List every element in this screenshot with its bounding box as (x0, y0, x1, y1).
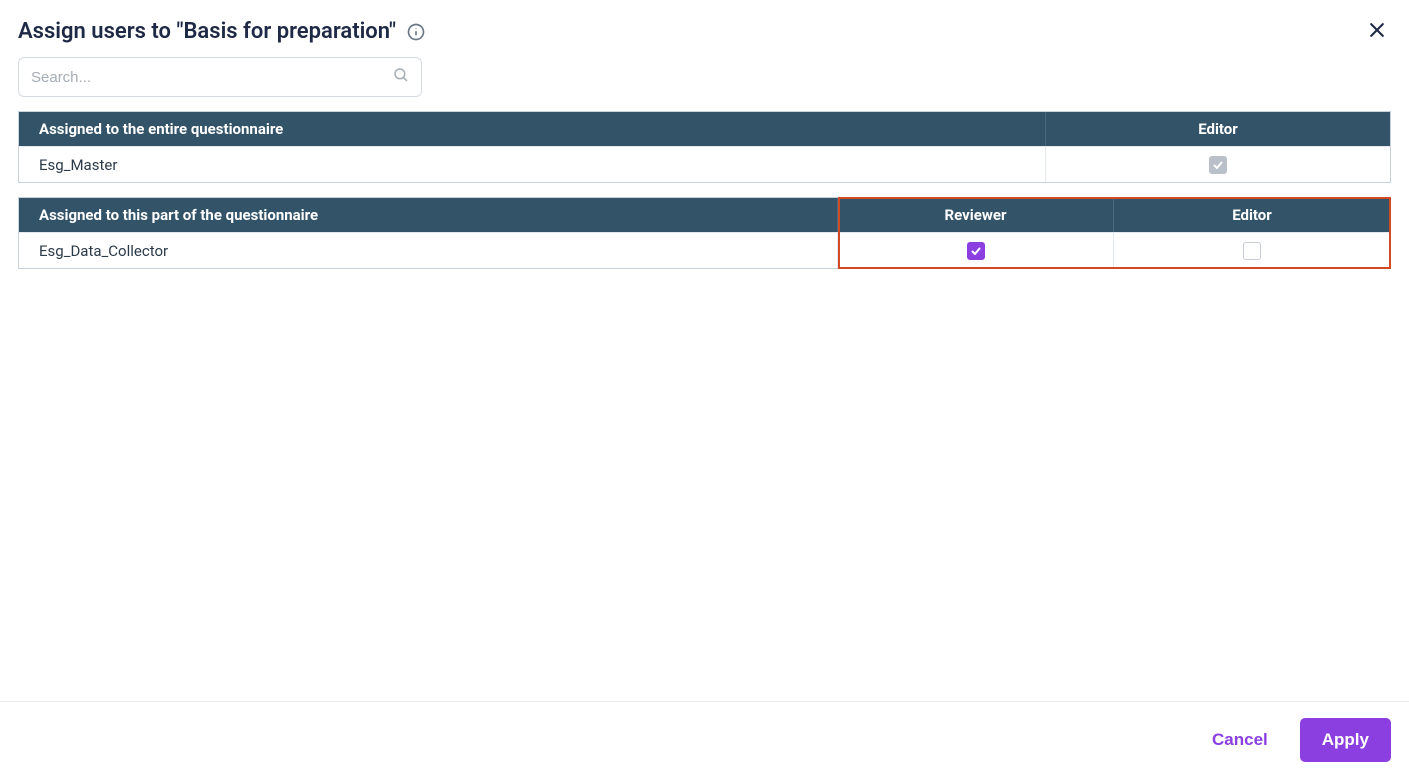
table-row: Esg_Master (19, 146, 1390, 182)
reviewer-checkbox[interactable] (967, 242, 985, 260)
search-input[interactable] (18, 57, 422, 97)
column-header-reviewer: Reviewer (838, 198, 1114, 232)
table-part-wrap: Assigned to this part of the questionnai… (18, 197, 1391, 269)
column-header-editor: Editor (1114, 198, 1390, 232)
dialog-title-wrap: Assign users to "Basis for preparation" (18, 19, 426, 44)
editor-cell (1114, 232, 1390, 268)
table-row: Esg_Data_Collector (19, 232, 1390, 268)
cancel-button[interactable]: Cancel (1200, 720, 1280, 760)
editor-checkbox-disabled-checked (1209, 156, 1227, 174)
info-icon[interactable] (406, 22, 426, 42)
dialog-header: Assign users to "Basis for preparation" (0, 0, 1409, 57)
user-name-cell: Esg_Master (19, 146, 1046, 182)
table-entire-questionnaire: Assigned to the entire questionnaire Edi… (18, 111, 1391, 183)
dialog-title: Assign users to "Basis for preparation" (18, 19, 396, 44)
editor-cell (1046, 146, 1390, 182)
search-box (18, 57, 422, 97)
table-part-questionnaire: Assigned to this part of the questionnai… (18, 197, 1391, 269)
table-row: Assigned to this part of the questionnai… (19, 198, 1390, 232)
column-header-name: Assigned to this part of the questionnai… (19, 198, 838, 232)
apply-button[interactable]: Apply (1300, 718, 1391, 762)
column-header-editor: Editor (1046, 112, 1390, 146)
close-button[interactable] (1363, 16, 1391, 47)
dialog-footer: Cancel Apply (0, 701, 1409, 778)
user-name-cell: Esg_Data_Collector (19, 232, 838, 268)
reviewer-cell (838, 232, 1114, 268)
search-wrap (0, 57, 1409, 111)
table-row: Assigned to the entire questionnaire Edi… (19, 112, 1390, 146)
tables-area: Assigned to the entire questionnaire Edi… (0, 111, 1409, 269)
editor-checkbox[interactable] (1243, 242, 1261, 260)
column-header-name: Assigned to the entire questionnaire (19, 112, 1046, 146)
close-icon (1367, 20, 1387, 43)
